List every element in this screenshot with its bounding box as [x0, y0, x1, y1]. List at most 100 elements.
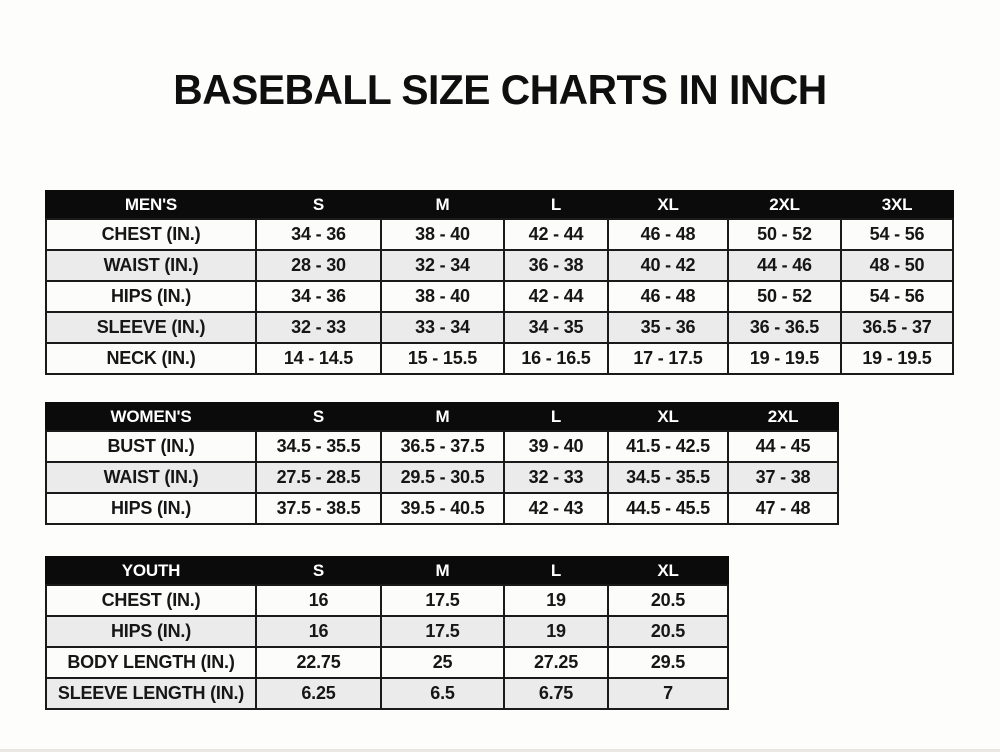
size-value-cell: 46 - 48 — [607, 280, 729, 313]
size-value-cell: 28 - 30 — [255, 249, 382, 282]
table-title-cell: YOUTH — [45, 556, 257, 586]
table-row: SLEEVE (IN.) 32 - 33 33 - 34 34 - 35 35 - 36… — [45, 311, 954, 344]
size-value-cell: 32 - 33 — [255, 311, 382, 344]
size-value-cell: 37 - 38 — [727, 461, 839, 494]
size-value-cell: 36 - 36.5 — [727, 311, 842, 344]
size-value-cell: 7 — [607, 677, 729, 710]
size-value-cell: 34 - 36 — [255, 218, 382, 251]
row-label: WAIST (IN.) — [45, 461, 257, 494]
size-value-cell: 17.5 — [380, 584, 505, 617]
size-column-header: 2XL — [727, 190, 842, 220]
row-label: HIPS (IN.) — [45, 492, 257, 525]
size-value-cell: 16 — [255, 584, 382, 617]
row-label: HIPS (IN.) — [45, 615, 257, 648]
table-row: HIPS (IN.) 16 17.5 19 20.5 — [45, 615, 729, 648]
size-column-header: M — [380, 556, 505, 586]
size-column-header: L — [503, 402, 609, 432]
size-value-cell: 50 - 52 — [727, 280, 842, 313]
size-value-cell: 44 - 45 — [727, 430, 839, 463]
size-value-cell: 33 - 34 — [380, 311, 505, 344]
row-label: BODY LENGTH (IN.) — [45, 646, 257, 679]
size-column-header: 3XL — [840, 190, 954, 220]
table-row: BUST (IN.) 34.5 - 35.5 36.5 - 37.5 39 - 40 4… — [45, 430, 839, 463]
size-value-cell: 32 - 34 — [380, 249, 505, 282]
size-column-header: S — [255, 556, 382, 586]
table-row: BODY LENGTH (IN.) 22.75 25 27.25 29.5 — [45, 646, 729, 679]
page-title: BASEBALL SIZE CHARTS IN INCH — [173, 66, 827, 113]
row-label: BUST (IN.) — [45, 430, 257, 463]
size-value-cell: 39.5 - 40.5 — [380, 492, 505, 525]
size-value-cell: 20.5 — [607, 584, 729, 617]
header-row: YOUTH S M L XL — [45, 556, 729, 586]
size-column-header: XL — [607, 402, 729, 432]
size-value-cell: 15 - 15.5 — [380, 342, 505, 375]
size-column-header: 2XL — [727, 402, 839, 432]
bottom-edge-divider — [0, 749, 1000, 752]
table-row: NECK (IN.) 14 - 14.5 15 - 15.5 16 - 16.5 17 … — [45, 342, 954, 375]
size-value-cell: 54 - 56 — [840, 280, 954, 313]
row-label: SLEEVE LENGTH (IN.) — [45, 677, 257, 710]
size-value-cell: 14 - 14.5 — [255, 342, 382, 375]
size-column-header: XL — [607, 556, 729, 586]
size-value-cell: 50 - 52 — [727, 218, 842, 251]
table-row: HIPS (IN.) 34 - 36 38 - 40 42 - 44 46 - 48 50… — [45, 280, 954, 313]
size-value-cell: 22.75 — [255, 646, 382, 679]
row-label: WAIST (IN.) — [45, 249, 257, 282]
header-row: MEN'S S M L XL 2XL 3XL — [45, 190, 954, 220]
table-row: CHEST (IN.) 16 17.5 19 20.5 — [45, 584, 729, 617]
row-label: HIPS (IN.) — [45, 280, 257, 313]
row-label: CHEST (IN.) — [45, 218, 257, 251]
table-row: WAIST (IN.) 27.5 - 28.5 29.5 - 30.5 32 - 33… — [45, 461, 839, 494]
size-value-cell: 19 - 19.5 — [727, 342, 842, 375]
size-value-cell: 6.75 — [503, 677, 609, 710]
table-row: SLEEVE LENGTH (IN.) 6.25 6.5 6.75 7 — [45, 677, 729, 710]
mens-size-table: MEN'S S M L XL 2XL 3XL CHEST (IN.) 34 - 36 38 - 4… — [45, 190, 954, 375]
size-value-cell: 27.5 - 28.5 — [255, 461, 382, 494]
size-column-header: S — [255, 402, 382, 432]
size-value-cell: 34 - 36 — [255, 280, 382, 313]
table-row: HIPS (IN.) 37.5 - 38.5 39.5 - 40.5 42 - 43 4… — [45, 492, 839, 525]
size-value-cell: 48 - 50 — [840, 249, 954, 282]
size-value-cell: 41.5 - 42.5 — [607, 430, 729, 463]
size-value-cell: 42 - 43 — [503, 492, 609, 525]
size-column-header: M — [380, 402, 505, 432]
size-value-cell: 35 - 36 — [607, 311, 729, 344]
size-value-cell: 40 - 42 — [607, 249, 729, 282]
row-label: NECK (IN.) — [45, 342, 257, 375]
size-value-cell: 38 - 40 — [380, 218, 505, 251]
size-value-cell: 38 - 40 — [380, 280, 505, 313]
table-title-cell: MEN'S — [45, 190, 257, 220]
size-value-cell: 19 — [503, 615, 609, 648]
size-value-cell: 36.5 - 37 — [840, 311, 954, 344]
size-value-cell: 44 - 46 — [727, 249, 842, 282]
size-value-cell: 37.5 - 38.5 — [255, 492, 382, 525]
size-value-cell: 19 - 19.5 — [840, 342, 954, 375]
size-column-header: M — [380, 190, 505, 220]
size-value-cell: 32 - 33 — [503, 461, 609, 494]
size-value-cell: 27.25 — [503, 646, 609, 679]
size-value-cell: 6.25 — [255, 677, 382, 710]
size-value-cell: 20.5 — [607, 615, 729, 648]
youth-size-table: YOUTH S M L XL CHEST (IN.) 16 17.5 19 20.5 HIPS (I… — [45, 556, 729, 710]
size-value-cell: 47 - 48 — [727, 492, 839, 525]
size-value-cell: 29.5 — [607, 646, 729, 679]
size-value-cell: 25 — [380, 646, 505, 679]
size-value-cell: 44.5 - 45.5 — [607, 492, 729, 525]
row-label: SLEEVE (IN.) — [45, 311, 257, 344]
size-column-header: XL — [607, 190, 729, 220]
size-value-cell: 29.5 - 30.5 — [380, 461, 505, 494]
womens-size-table: WOMEN'S S M L XL 2XL BUST (IN.) 34.5 - 35.5 36.5… — [45, 402, 839, 525]
size-value-cell: 34.5 - 35.5 — [607, 461, 729, 494]
size-column-header: L — [503, 556, 609, 586]
size-value-cell: 46 - 48 — [607, 218, 729, 251]
size-value-cell: 42 - 44 — [503, 218, 609, 251]
size-value-cell: 16 — [255, 615, 382, 648]
size-column-header: S — [255, 190, 382, 220]
table-title-cell: WOMEN'S — [45, 402, 257, 432]
size-value-cell: 42 - 44 — [503, 280, 609, 313]
size-value-cell: 17 - 17.5 — [607, 342, 729, 375]
table-row: WAIST (IN.) 28 - 30 32 - 34 36 - 38 40 - 42 4… — [45, 249, 954, 282]
size-value-cell: 36 - 38 — [503, 249, 609, 282]
size-value-cell: 6.5 — [380, 677, 505, 710]
size-column-header: L — [503, 190, 609, 220]
